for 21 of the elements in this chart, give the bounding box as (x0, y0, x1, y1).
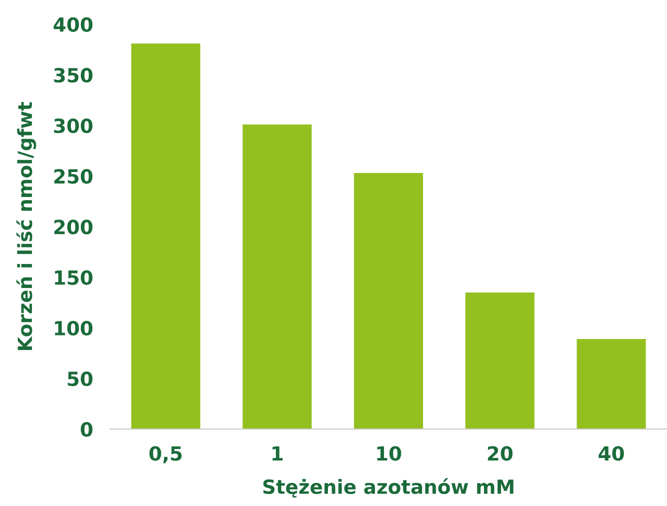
x-tick-label: 0,5 (149, 446, 182, 464)
y-tick-label: 100 (54, 320, 92, 336)
bar (242, 124, 312, 430)
y-tick-label: 250 (54, 169, 92, 184)
y-tick-label: 200 (54, 220, 92, 234)
x-tick-label: 10 (377, 446, 402, 461)
y-tick-label: 400 (54, 17, 92, 32)
bar (576, 339, 646, 430)
bar (354, 173, 424, 430)
y-tick-label: 300 (54, 118, 92, 134)
x-axis-title: Stężenie azotanów mM (263, 478, 514, 498)
x-tick-label: 1 (272, 446, 283, 461)
bar (131, 44, 200, 430)
y-axis-title: Korzeń i liść nmol/gfwt (16, 102, 36, 350)
y-tick-label: 0 (80, 422, 92, 437)
x-tick-label: 40 (598, 446, 624, 461)
y-tick-label: 50 (68, 371, 92, 386)
x-tick-label: 20 (488, 446, 513, 461)
bar (465, 292, 534, 430)
y-tick-label: 350 (54, 68, 92, 83)
y-tick-label: 150 (54, 270, 92, 285)
